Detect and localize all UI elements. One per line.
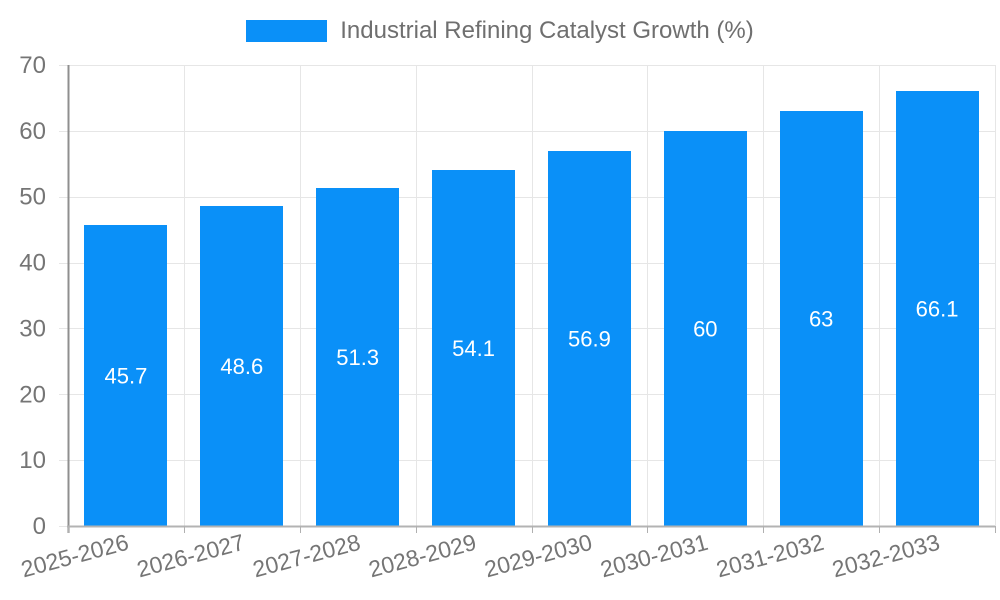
bar-value-label-54.1: 54.1 — [452, 336, 495, 361]
x-tick-label-2027-2028: 2027-2028 — [250, 529, 363, 583]
bar-value-label-56.9: 56.9 — [568, 327, 611, 352]
bar-value-label-45.7: 45.7 — [105, 364, 148, 389]
y-tick-label-50: 50 — [19, 184, 46, 211]
bar-value-label-51.3: 51.3 — [336, 345, 379, 370]
legend-label: Industrial Refining Catalyst Growth (%) — [340, 17, 754, 44]
bar-2030-2031[interactable] — [664, 131, 747, 526]
bar-value-label-60: 60 — [693, 316, 717, 341]
y-tick-label-10: 10 — [19, 447, 46, 474]
y-tick-label-60: 60 — [19, 118, 46, 145]
bar-2028-2029[interactable] — [432, 170, 515, 526]
y-tick-label-0: 0 — [33, 513, 46, 540]
legend-swatch-icon — [246, 20, 328, 42]
x-tick-label-2031-2032: 2031-2032 — [714, 529, 827, 583]
bar-value-label-48.6: 48.6 — [220, 354, 263, 379]
bar-2029-2030[interactable] — [548, 151, 631, 526]
x-tick-label-2032-2033: 2032-2033 — [829, 529, 942, 583]
x-tick-label-2030-2031: 2030-2031 — [598, 529, 711, 583]
y-tick-label-40: 40 — [19, 250, 46, 277]
bar-2031-2032[interactable] — [780, 111, 863, 526]
bar-value-label-66.1: 66.1 — [916, 296, 959, 321]
x-tick-label-2028-2029: 2028-2029 — [366, 529, 479, 583]
bar-2032-2033[interactable] — [896, 91, 979, 526]
bar-2027-2028[interactable] — [316, 188, 399, 526]
x-tick-label-2026-2027: 2026-2027 — [134, 529, 247, 583]
bar-2025-2026[interactable] — [84, 225, 167, 526]
x-tick-label-2029-2030: 2029-2030 — [482, 529, 595, 583]
y-tick-label-70: 70 — [19, 52, 46, 79]
y-tick-label-30: 30 — [19, 315, 46, 342]
legend: Industrial Refining Catalyst Growth (%) — [0, 14, 1000, 48]
y-tick-label-20: 20 — [19, 381, 46, 408]
bar-2026-2027[interactable] — [200, 206, 283, 526]
bar-value-label-63: 63 — [809, 307, 833, 332]
